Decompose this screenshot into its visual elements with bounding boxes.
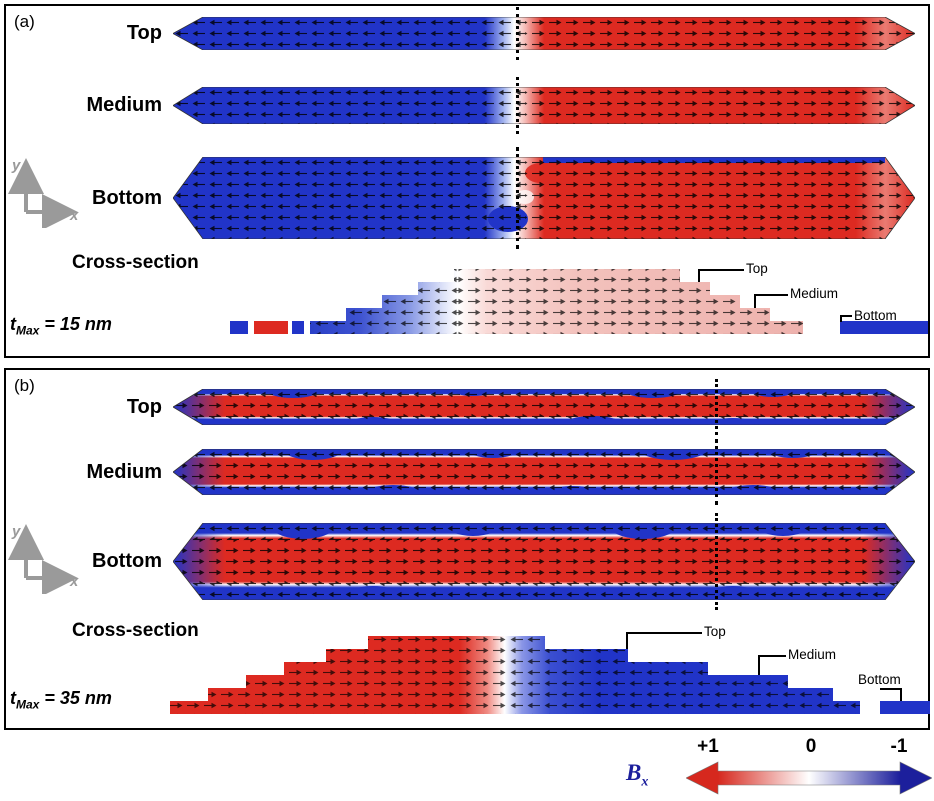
pointer-line bbox=[698, 269, 744, 271]
pointer-line bbox=[758, 655, 760, 675]
layer-label-top-b: Top bbox=[126, 396, 162, 418]
pointer-line bbox=[758, 655, 786, 657]
magnetization-strip-medium-b bbox=[173, 449, 915, 495]
axes-indicator-a: y x bbox=[8, 157, 79, 228]
cross-section-map-b bbox=[170, 636, 930, 714]
arrow-field-bottom bbox=[173, 583, 915, 600]
pointer-line bbox=[754, 294, 756, 308]
magnetization-strip-bottom-b bbox=[173, 523, 915, 600]
pointer-line bbox=[880, 688, 900, 690]
quantity-subscript: x bbox=[641, 774, 649, 790]
layer-label-medium-b: Medium bbox=[86, 461, 162, 483]
layer-label-medium-a: Medium bbox=[86, 94, 162, 116]
arrow-field-top bbox=[173, 449, 915, 459]
colorbar-tick-negative: -1 bbox=[890, 736, 908, 757]
thickness-value: = 15 nm bbox=[44, 314, 112, 334]
arrow-field-left bbox=[170, 636, 508, 714]
arrow-field-left bbox=[173, 157, 525, 239]
cs-pointer-top-b: Top bbox=[704, 624, 726, 639]
arrow-field-left bbox=[173, 17, 525, 50]
panel-a-tag: (a) bbox=[14, 12, 35, 31]
colorbar-gradient-arrow bbox=[686, 761, 932, 795]
thickness-label-a: tMax = 15 nm bbox=[10, 314, 112, 338]
cs-pointer-bottom-a: Bottom bbox=[854, 308, 897, 323]
arrow-field-right bbox=[525, 157, 915, 239]
cs-right-block-blue bbox=[840, 321, 928, 334]
colorbar-quantity-label: Bx bbox=[626, 760, 648, 791]
panel-b-tag: (b) bbox=[14, 376, 35, 395]
x-axis-label: x bbox=[69, 207, 79, 224]
pointer-line bbox=[626, 632, 702, 634]
wall-marker-dotted-line bbox=[715, 379, 718, 435]
arrow-field-bottom bbox=[173, 417, 915, 425]
arrow-field-top bbox=[173, 389, 915, 397]
magnetization-strip-top-a bbox=[173, 17, 915, 50]
wall-marker-dotted-line bbox=[715, 513, 718, 610]
colorbar-tick-zero: 0 bbox=[805, 736, 817, 757]
pointer-line bbox=[754, 294, 788, 296]
cs-left-block-blue bbox=[292, 321, 304, 334]
arrow-field-top bbox=[173, 523, 915, 540]
colorbar-arrow-shape bbox=[686, 761, 932, 795]
cross-section-label-b: Cross-section bbox=[72, 620, 199, 641]
wall-marker-dotted-line bbox=[715, 439, 718, 505]
magnetization-strip-top-b bbox=[173, 389, 915, 425]
cs-pointer-bottom-b: Bottom bbox=[858, 672, 901, 687]
panel-b: (b) Top Medium Bottom bbox=[4, 368, 930, 730]
cs-pointer-medium-a: Medium bbox=[790, 286, 839, 301]
thickness-subscript: Max bbox=[16, 323, 40, 338]
arrow-field-middle bbox=[173, 397, 915, 417]
pointer-line bbox=[900, 688, 902, 701]
cross-section-label-a: Cross-section bbox=[72, 252, 199, 273]
wall-marker-dotted-line bbox=[516, 147, 519, 249]
pointer-line bbox=[840, 315, 842, 322]
thickness-value: = 35 nm bbox=[44, 688, 112, 708]
arrow-field-middle bbox=[173, 459, 915, 485]
panel-a: (a) Top Medium Bottom bbox=[4, 4, 930, 358]
arrow-field-left bbox=[173, 87, 525, 124]
thickness-symbol: t bbox=[10, 688, 16, 708]
y-axis-label: y bbox=[11, 523, 21, 540]
arrow-field-right bbox=[525, 87, 915, 124]
cs-pointer-top-a: Top bbox=[746, 261, 768, 276]
wall-marker-dotted-line bbox=[516, 77, 519, 134]
cs-pointer-medium-b: Medium bbox=[788, 647, 837, 662]
x-axis-label: x bbox=[69, 573, 79, 590]
layer-label-bottom-b: Bottom bbox=[92, 550, 162, 572]
quantity-symbol: B bbox=[626, 760, 642, 785]
cs-left-block-red bbox=[254, 321, 288, 334]
thickness-subscript: Max bbox=[16, 697, 40, 712]
arrow-field-right bbox=[508, 636, 860, 714]
arrow-field-left bbox=[310, 269, 458, 334]
axes-indicator-b: y x bbox=[8, 523, 79, 594]
thickness-symbol: t bbox=[10, 314, 16, 334]
layer-label-top-a: Top bbox=[126, 22, 162, 44]
wall-marker-dotted-line bbox=[516, 7, 519, 60]
y-axis-label: y bbox=[11, 157, 21, 174]
pointer-line bbox=[698, 269, 700, 282]
arrow-field-bottom bbox=[173, 485, 915, 495]
magnetization-strip-bottom-a bbox=[173, 157, 915, 239]
arrow-field-middle bbox=[173, 540, 915, 583]
cross-section-map-a bbox=[230, 269, 928, 334]
pointer-line bbox=[626, 632, 628, 649]
cs-left-block-blue bbox=[230, 321, 248, 334]
colorbar-tick-positive: +1 bbox=[697, 736, 719, 757]
cs-right-block-blue bbox=[880, 701, 930, 714]
magnetization-strip-medium-a bbox=[173, 87, 915, 124]
arrow-field-right bbox=[525, 17, 915, 50]
layer-label-bottom-a: Bottom bbox=[92, 187, 162, 209]
thickness-label-b: tMax = 35 nm bbox=[10, 688, 112, 712]
pointer-line bbox=[840, 315, 852, 317]
